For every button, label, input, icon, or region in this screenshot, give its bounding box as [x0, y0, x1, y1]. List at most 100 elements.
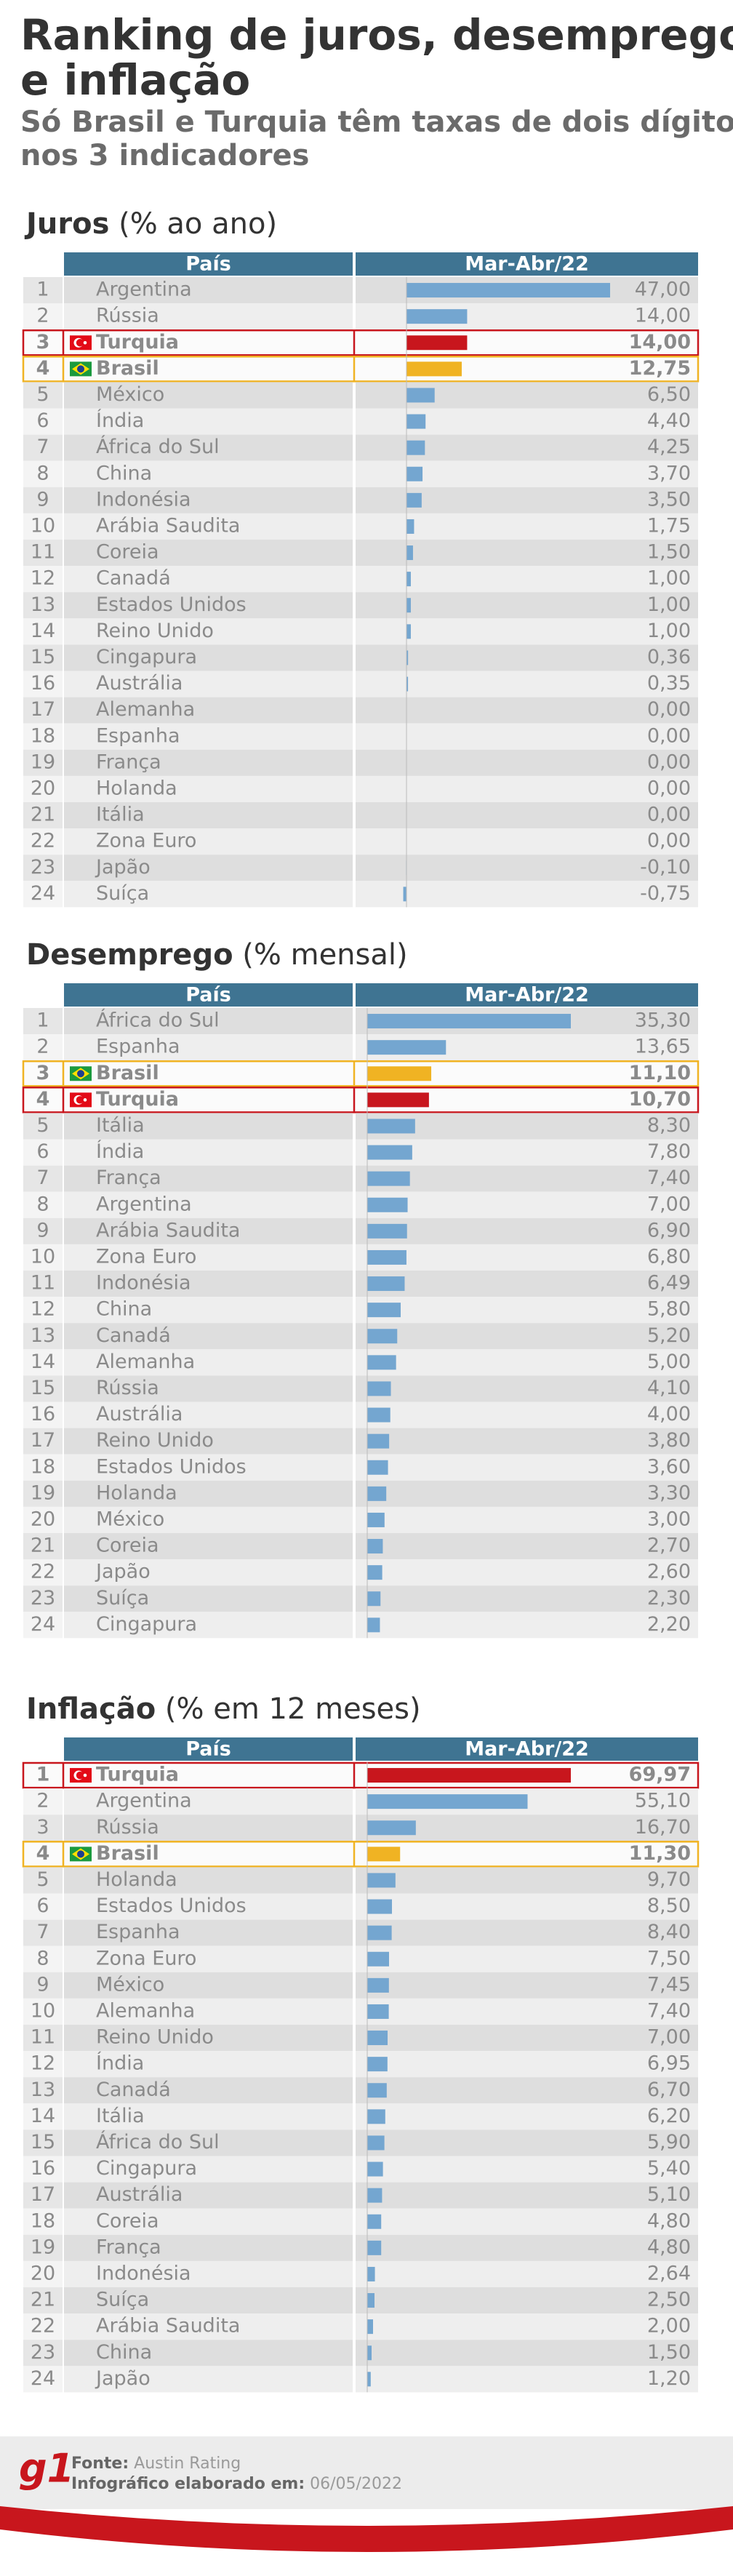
- value-label: 0,00: [647, 724, 691, 747]
- row-bg: [64, 644, 353, 671]
- value-label: 5,00: [647, 1351, 691, 1373]
- row-bg: [23, 566, 63, 593]
- row-bg: [64, 1034, 353, 1061]
- country: México: [96, 1508, 164, 1530]
- bar: [367, 2161, 383, 2177]
- value-label: 6,20: [647, 2105, 691, 2127]
- row-bg: [64, 2234, 353, 2261]
- row-bg: [356, 2051, 698, 2078]
- row-bg: [356, 2025, 698, 2052]
- flag: [83, 340, 87, 345]
- row-bg: [356, 1217, 698, 1244]
- row-bg: [23, 1113, 63, 1140]
- row-bg: [64, 1788, 353, 1815]
- country: Zona Euro: [96, 1245, 196, 1268]
- bar: [367, 1820, 416, 1836]
- row-bg: [356, 749, 698, 776]
- bar: [367, 2004, 389, 2019]
- country: Canadá: [96, 567, 171, 590]
- row-bg: [356, 1349, 698, 1376]
- row-bg: [23, 2287, 63, 2314]
- row-bg: [22, 356, 700, 383]
- bar: [367, 2372, 371, 2387]
- value-label: 9,70: [647, 1868, 691, 1891]
- row-bg: [23, 723, 63, 750]
- row-bg: [64, 2208, 353, 2235]
- row-bg: [356, 2156, 698, 2183]
- rank: 14: [31, 620, 55, 642]
- country: México: [96, 1973, 164, 1996]
- row-bg: [23, 2051, 63, 2078]
- row-bg: [23, 2340, 63, 2367]
- row-bg: [64, 1480, 353, 1507]
- value-label: 2,60: [647, 1561, 691, 1583]
- value-label: 0,00: [647, 698, 691, 721]
- value-label: 1,50: [647, 2341, 691, 2364]
- value-label: 35,30: [635, 1009, 691, 1032]
- rank: 17: [31, 698, 55, 721]
- value-label: 55,10: [635, 1790, 691, 1812]
- row-bg: [23, 1815, 63, 1841]
- row-bg: [23, 1401, 63, 1428]
- country: Rússia: [96, 305, 159, 327]
- country: Espanha: [96, 1036, 180, 1058]
- value-label: 69,97: [629, 1764, 691, 1786]
- logo: g1: [19, 2446, 74, 2492]
- row-bg: [23, 1428, 63, 1455]
- source-text: Austin Rating: [134, 2455, 241, 2473]
- bar: [406, 545, 413, 561]
- row-bg: [64, 1165, 353, 1192]
- country: França: [96, 2236, 161, 2258]
- country: Alemanha: [96, 1351, 195, 1373]
- row-bg: [23, 1217, 63, 1244]
- row-bg: [64, 1612, 353, 1639]
- row-bg: [23, 2129, 63, 2156]
- flag: [83, 1773, 87, 1777]
- country: Itália: [96, 804, 145, 826]
- header-cell: [356, 1737, 698, 1761]
- flag: [77, 1070, 84, 1078]
- country: Brasil: [96, 357, 159, 380]
- country: China: [96, 1298, 152, 1321]
- column-header: País: [185, 253, 231, 276]
- row-bg: [64, 1323, 353, 1350]
- country: Cingapura: [96, 2157, 197, 2180]
- date-text: 06/05/2022: [310, 2475, 402, 2493]
- column-header: Mar-Abr/22: [465, 984, 589, 1007]
- row-bg: [23, 1612, 63, 1639]
- bar: [406, 650, 409, 665]
- row-bg: [64, 1113, 353, 1140]
- rank: 13: [31, 593, 55, 616]
- row-bg: [23, 775, 63, 802]
- section-title-unit: (% mensal): [242, 938, 407, 972]
- flag: [77, 1850, 84, 1858]
- bar: [367, 1303, 401, 1318]
- value-label: 12,75: [629, 357, 691, 380]
- rank: 8: [36, 1947, 49, 1969]
- bar: [367, 1486, 387, 1501]
- row-bg: [356, 775, 698, 802]
- row-bg: [356, 2313, 698, 2340]
- flag: [77, 365, 84, 373]
- value-label: 7,45: [647, 1973, 691, 1996]
- row-bg: [23, 1034, 63, 1061]
- country: Arábia Saudita: [96, 2315, 240, 2337]
- row-bg: [23, 2313, 63, 2340]
- rank: 3: [36, 331, 50, 353]
- bar: [367, 1197, 408, 1212]
- rank: 18: [31, 2209, 55, 2232]
- row-bg: [356, 2208, 698, 2235]
- rank: 3: [36, 1816, 49, 1839]
- rank: 4: [36, 1842, 50, 1865]
- bar: [367, 1977, 389, 1993]
- row-bg: [356, 671, 698, 697]
- bar: [367, 2319, 374, 2335]
- row-bg: [356, 828, 698, 855]
- rank: 5: [36, 383, 49, 406]
- row-bg: [64, 1533, 353, 1560]
- header-cell: [64, 252, 353, 276]
- row-bg: [356, 802, 698, 829]
- bar: [367, 2345, 372, 2361]
- value-label: 7,00: [647, 2026, 691, 2049]
